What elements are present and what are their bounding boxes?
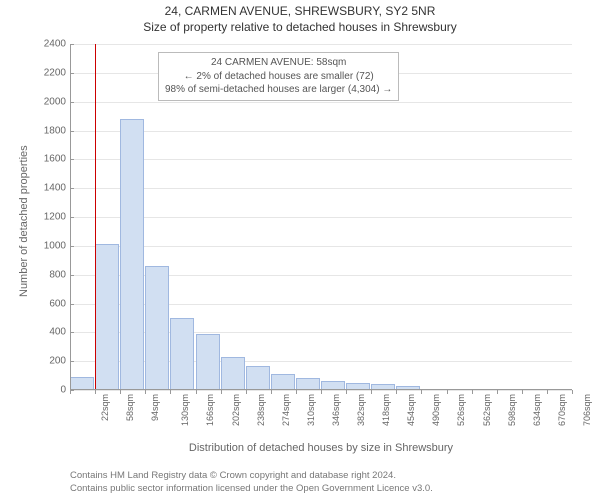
grid-line: [70, 44, 572, 45]
histogram-bar: [221, 357, 245, 390]
x-tick-mark: [170, 390, 171, 394]
x-tick-mark: [246, 390, 247, 394]
histogram-bar: [271, 374, 295, 390]
y-tick-mark: [70, 73, 74, 74]
y-tick-label: 200: [49, 356, 66, 367]
x-tick-label: 562sqm: [482, 394, 492, 426]
y-tick-mark: [70, 159, 74, 160]
x-tick-mark: [95, 390, 96, 394]
y-tick-label: 1800: [44, 125, 66, 136]
x-tick-label: 346sqm: [331, 394, 341, 426]
y-tick-label: 1000: [44, 240, 66, 251]
x-tick-mark: [271, 390, 272, 394]
x-tick-label: 202sqm: [231, 394, 241, 426]
histogram-bar: [120, 119, 144, 390]
grid-line: [70, 188, 572, 189]
x-tick-label: 454sqm: [406, 394, 416, 426]
x-tick-mark: [396, 390, 397, 394]
y-tick-label: 1200: [44, 212, 66, 223]
annotation-line1: 24 CARMEN AVENUE: 58sqm: [165, 56, 392, 70]
y-tick-label: 400: [49, 327, 66, 338]
x-tick-label: 382sqm: [356, 394, 366, 426]
y-tick-mark: [70, 304, 74, 305]
copyright-line2: Contains public sector information licen…: [70, 483, 433, 496]
x-tick-mark: [572, 390, 573, 394]
y-tick-label: 2000: [44, 96, 66, 107]
page-title-line2: Size of property relative to detached ho…: [0, 18, 600, 34]
y-tick-label: 800: [49, 269, 66, 280]
x-tick-label: 166sqm: [205, 394, 215, 426]
plot-area: 24 CARMEN AVENUE: 58sqm← 2% of detached …: [70, 44, 572, 390]
grid-line: [70, 217, 572, 218]
y-tick-mark: [70, 217, 74, 218]
x-tick-label: 238sqm: [256, 394, 266, 426]
y-tick-label: 2400: [44, 39, 66, 50]
x-tick-mark: [120, 390, 121, 394]
x-tick-label: 22sqm: [100, 394, 110, 421]
y-tick-mark: [70, 246, 74, 247]
grid-line: [70, 159, 572, 160]
y-tick-label: 0: [60, 385, 66, 396]
grid-line: [70, 131, 572, 132]
annotation-line2: ← 2% of detached houses are smaller (72): [165, 70, 392, 84]
x-tick-mark: [522, 390, 523, 394]
annotation-box: 24 CARMEN AVENUE: 58sqm← 2% of detached …: [158, 52, 399, 101]
x-tick-mark: [472, 390, 473, 394]
x-tick-mark: [447, 390, 448, 394]
y-tick-mark: [70, 102, 74, 103]
x-tick-mark: [221, 390, 222, 394]
x-tick-mark: [421, 390, 422, 394]
x-tick-label: 598sqm: [507, 394, 517, 426]
x-tick-mark: [497, 390, 498, 394]
x-tick-label: 634sqm: [532, 394, 542, 426]
x-tick-label: 58sqm: [125, 394, 135, 421]
x-tick-label: 490sqm: [431, 394, 441, 426]
x-tick-label: 418sqm: [381, 394, 391, 426]
x-tick-mark: [547, 390, 548, 394]
x-tick-label: 274sqm: [281, 394, 291, 426]
x-tick-mark: [70, 390, 71, 394]
x-tick-mark: [321, 390, 322, 394]
y-axis: 0200400600800100012001400160018002000220…: [0, 44, 70, 390]
x-tick-mark: [296, 390, 297, 394]
y-tick-mark: [70, 188, 74, 189]
x-tick-label: 310sqm: [306, 394, 316, 426]
x-tick-label: 94sqm: [150, 394, 160, 421]
x-tick-label: 670sqm: [557, 394, 567, 426]
x-tick-label: 130sqm: [180, 394, 190, 426]
y-tick-label: 1400: [44, 183, 66, 194]
y-tick-label: 2200: [44, 67, 66, 78]
annotation-line3: 98% of semi-detached houses are larger (…: [165, 83, 392, 97]
x-tick-mark: [371, 390, 372, 394]
x-tick-label: 526sqm: [456, 394, 466, 426]
copyright-line1: Contains HM Land Registry data © Crown c…: [70, 470, 433, 483]
y-tick-label: 1600: [44, 154, 66, 165]
y-tick-mark: [70, 275, 74, 276]
x-tick-mark: [196, 390, 197, 394]
y-tick-mark: [70, 361, 74, 362]
grid-line: [70, 246, 572, 247]
x-axis: 22sqm 58sqm 94sqm 130sqm 166sqm 202sqm 238sqm 2…: [70, 390, 572, 450]
x-tick-mark: [346, 390, 347, 394]
y-tick-mark: [70, 131, 74, 132]
histogram-bar: [95, 244, 119, 390]
chart-container: 24, CARMEN AVENUE, SHREWSBURY, SY2 5NR S…: [0, 0, 600, 500]
x-tick-label: 706sqm: [582, 394, 592, 426]
y-tick-mark: [70, 44, 74, 45]
grid-line: [70, 102, 572, 103]
histogram-bar: [145, 266, 169, 390]
histogram-bar: [246, 366, 270, 391]
x-axis-label: Distribution of detached houses by size …: [70, 442, 572, 454]
histogram-bar: [170, 318, 194, 390]
x-tick-mark: [145, 390, 146, 394]
page-title-line1: 24, CARMEN AVENUE, SHREWSBURY, SY2 5NR: [0, 0, 600, 18]
copyright-notice: Contains HM Land Registry data © Crown c…: [70, 470, 433, 496]
histogram-bar: [196, 334, 220, 390]
y-tick-label: 600: [49, 298, 66, 309]
reference-marker-line: [95, 44, 96, 390]
y-tick-mark: [70, 332, 74, 333]
